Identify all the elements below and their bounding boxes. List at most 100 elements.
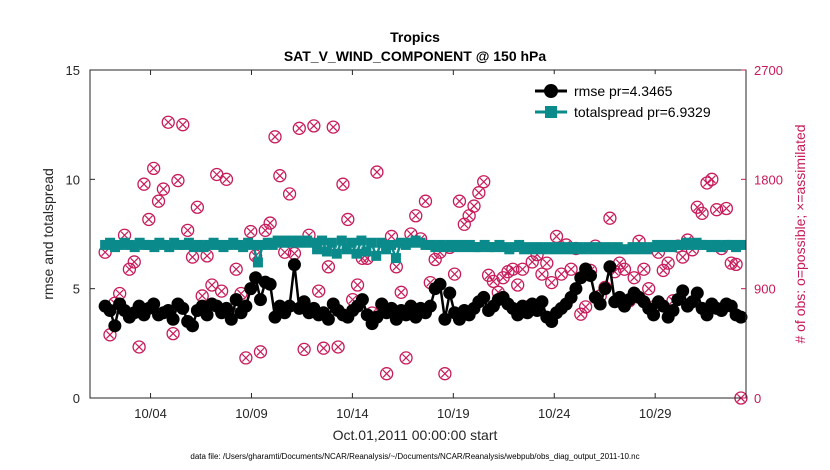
- rmse-point: [676, 284, 690, 298]
- obs-count-point: [336, 177, 350, 191]
- rmse-point: [734, 310, 748, 324]
- obs-count-point: [156, 182, 171, 196]
- obs-count-point: [341, 212, 355, 227]
- rmse-point: [433, 277, 447, 291]
- rmse-point: [249, 271, 263, 285]
- totalspread-point: [341, 244, 352, 255]
- y-tick-label: 10: [66, 172, 80, 187]
- rmse-point: [583, 269, 597, 283]
- legend: rmse pr=4.3465 totalspread pr=6.9329: [530, 74, 742, 124]
- totalspread-point: [351, 248, 362, 259]
- obs-count-point: [452, 194, 467, 208]
- totalspread-series: [100, 235, 746, 268]
- obs-count-point: [263, 216, 277, 230]
- legend-background: [530, 74, 742, 124]
- rmse-point: [268, 310, 282, 324]
- obs-count-point: [578, 300, 593, 314]
- y-axis-label: rmse and totalspread: [40, 168, 56, 300]
- obs-count-point: [511, 278, 525, 292]
- obs-count-point: [486, 274, 501, 289]
- plot-frame: [89, 69, 747, 399]
- rmse-point: [224, 312, 238, 326]
- obs-count-point: [326, 120, 340, 134]
- y2-tick-label: 2700: [754, 63, 783, 78]
- rmse-point: [108, 319, 122, 333]
- obs-count-point: [312, 284, 326, 298]
- obs-count-point: [705, 172, 719, 186]
- obs-count-point: [447, 267, 462, 281]
- obs-count-point: [166, 326, 180, 341]
- obs-count-point: [384, 229, 399, 244]
- rmse-point: [598, 282, 612, 296]
- obs-count-point: [506, 262, 520, 276]
- obs-count-point: [190, 200, 205, 214]
- obs-count-point: [617, 262, 632, 276]
- rmse-point: [593, 297, 607, 311]
- obs-count-point: [176, 118, 190, 132]
- obs-count-point: [627, 271, 641, 285]
- obs-count-point: [467, 199, 481, 213]
- obs-count-point: [151, 194, 166, 208]
- obs-count-point: [137, 177, 151, 191]
- rmse-point: [438, 312, 452, 326]
- obs-count-point: [438, 367, 452, 381]
- totalspread-point: [361, 246, 372, 257]
- legend-rmse-label: rmse pr=4.3465: [574, 83, 673, 99]
- obs-count-point: [554, 267, 569, 281]
- obs-count-point: [515, 262, 530, 276]
- y-tick-label: 5: [73, 282, 80, 297]
- rmse-point: [477, 290, 491, 304]
- x-tick-label: 10/19: [437, 406, 470, 421]
- rmse-point: [603, 260, 617, 274]
- y2-tick-label: 1800: [754, 172, 783, 187]
- totalspread-point: [390, 253, 401, 264]
- rmse-point: [297, 295, 311, 309]
- obs-count-point: [418, 194, 433, 208]
- totalspread-point: [735, 239, 746, 250]
- rmse-point: [666, 304, 680, 318]
- x-tick-label: 10/09: [235, 406, 268, 421]
- chart-title: Tropics: [390, 29, 440, 45]
- obs-count-point: [695, 206, 709, 220]
- obs-count-point: [147, 161, 161, 176]
- rmse-point: [443, 286, 457, 300]
- totalspread-point: [386, 239, 397, 250]
- totalspread-point: [346, 237, 357, 248]
- rmse-point: [647, 308, 661, 322]
- rmse-series: [98, 258, 748, 333]
- rmse-point: [147, 297, 161, 311]
- obs-count-point: [661, 256, 675, 270]
- y-tick-label: 15: [66, 63, 80, 78]
- rmse-point: [103, 304, 117, 318]
- y2-tick-label: 0: [754, 391, 761, 406]
- obs-count-point: [656, 263, 670, 278]
- legend-rmse-marker: [544, 84, 558, 98]
- obs-count-point: [229, 262, 243, 276]
- rmse-point: [690, 286, 704, 300]
- obs-count-point: [394, 285, 408, 299]
- legend-spread-label: totalspread pr=6.9329: [574, 104, 711, 120]
- obs-count-point: [729, 257, 743, 272]
- rmse-point: [700, 308, 714, 322]
- obs-count-point: [350, 278, 365, 292]
- obs-count-point: [676, 250, 690, 264]
- rmse-point: [239, 299, 253, 313]
- rmse-point: [404, 299, 418, 313]
- obs-count-point: [205, 278, 219, 292]
- rmse-point: [186, 319, 200, 333]
- totalspread-point: [312, 244, 323, 255]
- obs-count-point: [142, 212, 156, 227]
- totalspread-point: [326, 237, 337, 248]
- rmse-point: [423, 299, 437, 313]
- obs-count-point: [525, 255, 539, 269]
- rmse-point: [229, 293, 243, 307]
- rmse-point: [355, 293, 369, 307]
- obs-count-point: [399, 351, 413, 365]
- totalspread-point: [376, 237, 387, 248]
- totalspread-point: [248, 239, 259, 250]
- totalspread-point: [252, 257, 263, 268]
- obs-count-point: [719, 201, 734, 216]
- rmse-point: [244, 282, 258, 296]
- totalspread-point: [336, 235, 347, 246]
